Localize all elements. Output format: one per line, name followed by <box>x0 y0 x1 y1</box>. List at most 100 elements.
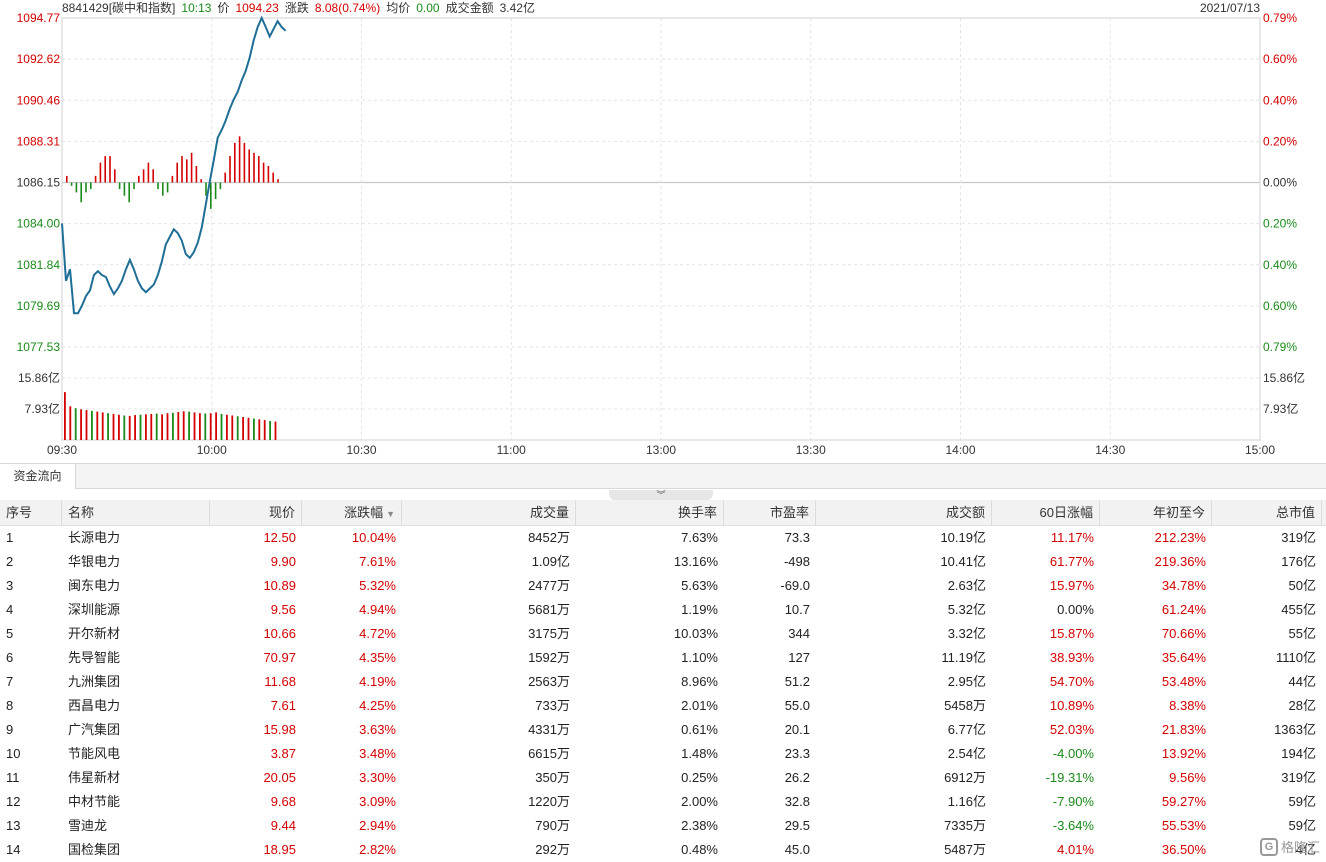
intraday-chart[interactable]: 1094.77 1092.62 1090.46 1088.31 1086.15 1084.… <box>0 0 1326 462</box>
table-cell: 292万 <box>535 842 570 857</box>
column-header[interactable]: 现价 <box>210 500 302 526</box>
pct-axis-label: 0.60% <box>1263 52 1297 66</box>
table-row[interactable]: 6 先导智能 70.97 4.35% 1592万 1.10% 127 11.19亿 38.93%… <box>0 646 1326 670</box>
column-header-label: 成交额 <box>945 505 985 520</box>
table-cell: 194亿 <box>1281 746 1316 761</box>
table-cell: 3.32亿 <box>947 626 986 641</box>
table-row[interactable]: 14 国检集团 18.95 2.82% 292万 0.48% 45.0 5487万 4.01% 3… <box>0 838 1326 862</box>
table-cell: 8 <box>6 698 14 713</box>
volume-bar <box>134 415 136 440</box>
price-axis-label: 1079.69 <box>17 299 61 313</box>
column-header[interactable]: 总市值 <box>1212 500 1322 526</box>
chart-canvas[interactable]: 1094.77 1092.62 1090.46 1088.31 1086.15 1084.… <box>0 0 1326 462</box>
volume-bar <box>220 413 223 440</box>
column-header[interactable]: 60日涨幅 <box>992 500 1100 526</box>
table-row[interactable]: 1 长源电力 12.50 10.04% 8452万 7.63% 73.3 10.19亿 11.1… <box>0 526 1326 550</box>
column-header-label: 涨跌幅 <box>344 505 384 520</box>
table-cell: -4.00% <box>1052 746 1094 761</box>
momentum-bar <box>258 156 260 183</box>
table-cell: 7 <box>6 674 14 689</box>
table-cell: 70.66% <box>1161 626 1206 641</box>
table-row[interactable]: 3 闽东电力 10.89 5.32% 2477万 5.63% -69.0 2.63亿 15.97… <box>0 574 1326 598</box>
price-axis-label: 1092.62 <box>17 52 61 66</box>
table-cell: 15.98 <box>263 722 296 737</box>
table-row[interactable]: 11 伟星新材 20.05 3.30% 350万 0.25% 26.2 6912万 -19.31… <box>0 766 1326 790</box>
table-cell: 5681万 <box>528 602 570 617</box>
momentum-bar <box>248 149 250 183</box>
column-header[interactable]: 名称 <box>62 500 210 526</box>
table-cell: 4 <box>6 602 14 617</box>
table-row[interactable]: 5 开尔新材 10.66 4.72% 3175万 10.03% 344 3.32亿 15.87%… <box>0 622 1326 646</box>
volume-bar <box>231 415 234 440</box>
table-header: 序号 名称 现价 涨跌幅 ▼ 成交量 换手率 市盈率 成交额 60日涨幅 年初至今 总市值 <box>0 500 1326 526</box>
price-axis-label: 1094.77 <box>17 11 61 25</box>
table-cell: 455亿 <box>1281 602 1316 617</box>
time-axis-label: 10:00 <box>197 443 227 457</box>
column-header[interactable]: 序号 <box>0 500 62 526</box>
column-header-label: 市盈率 <box>769 505 809 520</box>
time-axis-label: 14:00 <box>945 443 975 457</box>
table-cell: 节能风电 <box>68 746 121 761</box>
table-row[interactable]: 8 西昌电力 7.61 4.25% 733万 2.01% 55.0 5458万 10.89% 8.… <box>0 694 1326 718</box>
sort-desc-icon[interactable]: ▼ <box>386 509 395 519</box>
table-cell: 2.00% <box>681 794 718 809</box>
momentum-bar <box>267 166 270 183</box>
momentum-bar <box>104 156 106 183</box>
table-cell: 13 <box>6 818 21 833</box>
table-row[interactable]: 12 中材节能 9.68 3.09% 1220万 2.00% 32.8 1.16亿 -7.90%… <box>0 790 1326 814</box>
column-header[interactable]: 年初至今 <box>1100 500 1212 526</box>
column-header[interactable]: 市盈率 <box>724 500 816 526</box>
tab-fund-flow[interactable]: 资金流向 <box>0 464 76 489</box>
time-axis-label: 13:00 <box>646 443 676 457</box>
table-cell: 开尔新材 <box>68 626 121 641</box>
table-row[interactable]: 9 广汽集团 15.98 3.63% 4331万 0.61% 20.1 6.77亿 52.03%… <box>0 718 1326 742</box>
table-cell: 11.19亿 <box>941 650 986 665</box>
momentum-bar <box>75 182 78 193</box>
momentum-bar <box>234 142 236 183</box>
volume-bar <box>242 417 244 440</box>
momentum-bar <box>94 175 97 183</box>
table-cell: 319亿 <box>1281 530 1316 545</box>
table-cell: 3175万 <box>528 626 570 641</box>
table-body: 1 长源电力 12.50 10.04% 8452万 7.63% 73.3 10.19亿 11.1… <box>0 526 1326 862</box>
table-row[interactable]: 10 节能风电 3.87 3.48% 6615万 1.48% 23.3 2.54亿 -4.00%… <box>0 742 1326 766</box>
volume-bar <box>166 413 169 440</box>
table-cell: 55.53% <box>1161 818 1206 833</box>
table-cell: 45.0 <box>784 842 810 857</box>
table-cell: 1 <box>6 530 14 545</box>
table-cell: 176亿 <box>1281 554 1316 569</box>
avg-label: 均价 <box>386 1 411 15</box>
volume-bar <box>177 412 180 440</box>
table-cell: 9.44 <box>270 818 296 833</box>
table-row[interactable]: 2 华银电力 9.90 7.61% 1.09亿 13.16% -498 10.41亿 61.77… <box>0 550 1326 574</box>
collapse-handle[interactable]: ︾ <box>609 490 713 500</box>
table-row[interactable]: 13 雪迪龙 9.44 2.94% 790万 2.38% 29.5 7335万 -3.64% 55… <box>0 814 1326 838</box>
table-cell: 8.38% <box>1169 698 1206 713</box>
volume-bar <box>91 410 93 440</box>
table-cell: 10.89% <box>1049 698 1094 713</box>
table-row[interactable]: 4 深圳能源 9.56 4.94% 5681万 1.19% 10.7 5.32亿 0.00% 61… <box>0 598 1326 622</box>
momentum-bar <box>229 156 231 183</box>
quote-time: 10:13 <box>181 1 212 15</box>
table-cell: 61.77% <box>1049 554 1094 569</box>
volume-bar <box>188 411 190 440</box>
column-header[interactable]: 成交额 <box>816 500 992 526</box>
table-cell: 中材节能 <box>68 794 121 809</box>
pct-axis-label: 0.00% <box>1263 176 1297 190</box>
column-header[interactable]: 换手率 <box>576 500 724 526</box>
table-cell: 12 <box>6 794 21 809</box>
column-header[interactable]: 成交量 <box>402 500 576 526</box>
table-cell: 2563万 <box>528 674 570 689</box>
column-header[interactable]: 涨跌幅 ▼ <box>302 500 402 526</box>
table-row[interactable]: 7 九洲集团 11.68 4.19% 2563万 8.96% 51.2 2.95亿 54.70%… <box>0 670 1326 694</box>
table-cell: 15.87% <box>1049 626 1094 641</box>
watermark: G 格隆汇 <box>1259 837 1320 856</box>
table-cell: 3.48% <box>359 746 396 761</box>
table-cell: 1110亿 <box>1276 650 1316 665</box>
momentum-bar <box>118 182 121 190</box>
table-cell: 4.19% <box>359 674 396 689</box>
table-cell: 长源电力 <box>68 530 121 545</box>
table-cell: -498 <box>783 554 810 569</box>
volume-bar <box>80 409 82 440</box>
time-axis-label: 09:30 <box>47 443 77 457</box>
